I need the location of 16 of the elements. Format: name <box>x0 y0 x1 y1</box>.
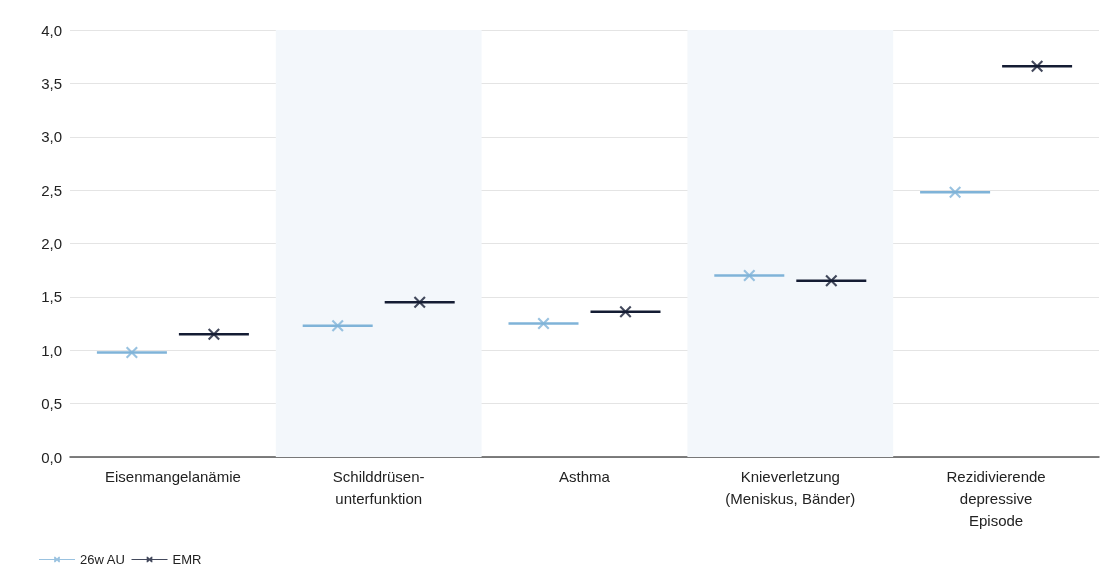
y-tick-label: 0,5 <box>41 395 62 413</box>
x-tick-label: Rezidivierende depressive Episode <box>946 467 1046 529</box>
y-tick-label: 2,0 <box>41 235 62 252</box>
legend-label: EMR <box>172 552 202 567</box>
y-tick-label: 3,5 <box>41 74 62 92</box>
legend-label: 26w AU <box>80 552 125 567</box>
y-tick-label: 1,0 <box>41 341 62 359</box>
y-tick-label: 2,5 <box>41 181 62 199</box>
y-tick-label: 1,5 <box>41 288 62 306</box>
y-tick-label: 3,0 <box>41 128 62 146</box>
y-tick-label: 4,0 <box>41 21 62 39</box>
x-tick-label: Asthma <box>559 467 611 485</box>
x-tick-label: Schilddrüsen- unterfunktion <box>332 467 425 507</box>
x-tick-label: Eisenmangelanämie <box>104 467 241 485</box>
y-tick-label: 0,0 <box>41 448 62 466</box>
x-tick-label: Knieverletzung (Meniskus, Bänder) <box>725 467 856 507</box>
